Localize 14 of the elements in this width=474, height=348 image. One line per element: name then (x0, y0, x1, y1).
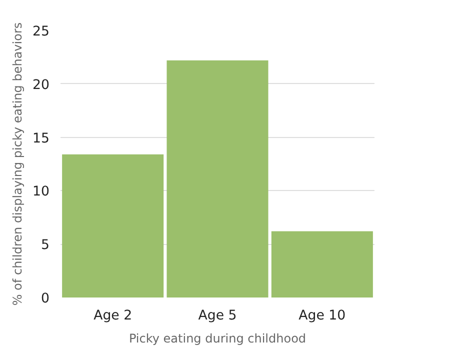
y-tick-label: 10 (32, 184, 50, 200)
bar (166, 60, 268, 298)
bar (271, 231, 373, 298)
x-tick-label: Age 10 (298, 308, 346, 324)
bar (62, 154, 164, 298)
y-tick-label: 25 (32, 24, 50, 40)
x-tick-label: Age 2 (94, 308, 132, 324)
y-tick-label: 0 (41, 292, 50, 306)
y-tick-label: 15 (32, 131, 50, 146)
x-tick-label: Age 5 (198, 308, 237, 324)
y-tick-label: 20 (32, 78, 50, 93)
y-axis-title: % of children displaying picky eating behaviors (10, 22, 25, 306)
y-tick-label: 5 (41, 238, 50, 254)
x-axis-title: Picky eating during childhood (128, 332, 306, 346)
